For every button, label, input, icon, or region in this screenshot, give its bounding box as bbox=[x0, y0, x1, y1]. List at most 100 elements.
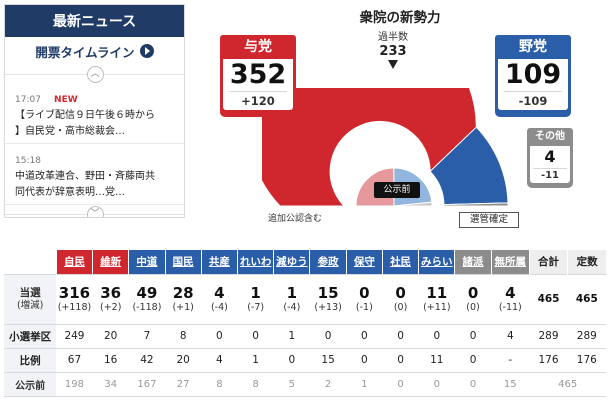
majority-value: 233 bbox=[379, 44, 407, 59]
news-headline-line2[interactable]: 】自民党・高市総裁会… bbox=[15, 126, 125, 137]
confirmed-badge: 選管確定 bbox=[459, 212, 519, 228]
chevron-up-icon[interactable]: ︿ bbox=[86, 66, 104, 83]
other-seats-arc bbox=[443, 202, 509, 207]
ruling-bloc-change: +120 bbox=[229, 91, 287, 110]
table-cell: 0 bbox=[454, 323, 492, 348]
table-cell: 49 (-118) bbox=[128, 273, 166, 324]
table-cell: 4 bbox=[201, 347, 238, 372]
total-header: 合計 bbox=[528, 250, 568, 274]
table-cell: 4 (-11) bbox=[491, 273, 530, 324]
table-cell: 0 bbox=[418, 371, 455, 397]
row-label-district: 小選挙区 bbox=[4, 323, 57, 348]
news-headline-line2[interactable]: 同代表が辞意表明…党… bbox=[15, 187, 125, 198]
other-bloc-name: その他 bbox=[527, 128, 573, 146]
chevron-down-icon[interactable]: ﹀ bbox=[86, 206, 104, 217]
news-item[interactable]: 15:18 中道改革連合、野田・斉藤両共 同代表が辞意表明…党… bbox=[5, 144, 184, 205]
ruling-bloc-body: 352 +120 bbox=[223, 59, 293, 110]
party-header[interactable]: 共産 bbox=[200, 250, 238, 274]
table-cell: 7 bbox=[128, 323, 166, 348]
play-circle-icon[interactable] bbox=[139, 44, 154, 58]
table-cell: 0 (0) bbox=[454, 273, 492, 324]
table-cell: 0 bbox=[382, 323, 419, 348]
table-cell: 8 bbox=[201, 371, 238, 397]
other-bloc-card: その他 4 -11 bbox=[527, 128, 573, 188]
table-cell: 4 (-4) bbox=[201, 273, 238, 324]
other-bloc-body: 4 -11 bbox=[530, 146, 570, 183]
table-cell: 0 bbox=[273, 347, 310, 372]
table-cell: 11 (+11) bbox=[418, 273, 455, 324]
table-cell: 316 (+118) bbox=[56, 273, 93, 324]
capacity-cell: 176 bbox=[567, 347, 606, 372]
table-cell: 0 bbox=[346, 347, 383, 372]
party-header[interactable]: 無所属 bbox=[490, 250, 530, 274]
row-label-pre-election: 公示前 bbox=[4, 371, 57, 397]
table-cell: 0 (0) bbox=[382, 273, 419, 324]
table-row-district: 小選挙区 249 20 7 8 0 0 1 0 0 0 0 0 4 289 28… bbox=[4, 323, 606, 348]
table-cell: 8 bbox=[237, 371, 274, 397]
total-cell: 465 bbox=[529, 371, 606, 397]
table-row-pr: 比例 67 16 42 20 4 1 0 15 0 0 11 0 - 176 1… bbox=[4, 347, 606, 372]
table-cell: 42 bbox=[128, 347, 166, 372]
majority-marker: 過半数 233 bbox=[343, 32, 443, 69]
ruling-bloc-card: 与党 352 +120 bbox=[220, 35, 296, 117]
party-header[interactable]: 維新 bbox=[92, 250, 129, 274]
row-label-sub: (増減) bbox=[16, 299, 44, 311]
timeline-link[interactable]: 開票タイムライン bbox=[5, 37, 184, 65]
party-header[interactable]: 中道 bbox=[128, 250, 166, 274]
table-cell: 4 bbox=[491, 323, 530, 348]
current-seats-arc bbox=[262, 88, 509, 207]
party-header[interactable]: 自民 bbox=[55, 250, 93, 274]
news-item[interactable]: 17:07 NEW 【ライブ配信９日午後６時から 】自民党・高市総裁会… bbox=[5, 83, 184, 144]
row-label-elected: 当選 (増減) bbox=[4, 273, 57, 324]
news-headline[interactable]: 中道改革連合、野田・斉藤両共 同代表が辞意表明…党… bbox=[15, 169, 174, 201]
total-cell: 289 bbox=[529, 323, 568, 348]
table-cell: 28 (+1) bbox=[165, 273, 202, 324]
table-cell: 2 bbox=[309, 371, 347, 397]
table-cell: 5 bbox=[273, 371, 310, 397]
other-pre-seats-arc bbox=[393, 201, 433, 207]
table-cell: 0 bbox=[309, 323, 347, 348]
table-cell: 0 bbox=[454, 347, 492, 372]
capacity-cell: 465 bbox=[567, 273, 606, 324]
party-header[interactable]: れいわ bbox=[237, 250, 274, 274]
table-cell: 20 bbox=[92, 323, 129, 348]
timeline-link-label[interactable]: 開票タイムライン bbox=[35, 44, 135, 60]
table-cell: 0 bbox=[418, 323, 455, 348]
opposition-bloc-body: 109 -109 bbox=[498, 59, 568, 110]
table-cell: 27 bbox=[165, 371, 202, 397]
news-headline-line1[interactable]: 中道改革連合、野田・斉藤両共 bbox=[15, 171, 155, 182]
news-headline-line1[interactable]: 【ライブ配信９日午後６時から bbox=[15, 110, 155, 121]
party-header[interactable]: 社民 bbox=[381, 250, 419, 274]
other-bloc-change: -11 bbox=[533, 168, 567, 183]
additional-endorsement-note: 追加公認含む bbox=[268, 214, 323, 224]
table-cell: 15 (+13) bbox=[309, 273, 347, 324]
news-headline[interactable]: 【ライブ配信９日午後６時から 】自民党・高市総裁会… bbox=[15, 108, 174, 140]
total-cell: 176 bbox=[529, 347, 568, 372]
party-header[interactable]: 減ゆう bbox=[273, 250, 310, 274]
ruling-bloc-name: 与党 bbox=[220, 35, 296, 59]
party-header[interactable]: 参政 bbox=[309, 250, 347, 274]
party-header[interactable]: 保守 bbox=[345, 250, 383, 274]
opposition-bloc-card: 野党 109 -109 bbox=[495, 35, 571, 117]
table-cell: 1 (-4) bbox=[273, 273, 310, 324]
table-cell: 1 bbox=[273, 323, 310, 348]
table-cell: 0 bbox=[382, 347, 419, 372]
opposition-bloc-change: -109 bbox=[504, 91, 562, 110]
news-scroll-down-row: ﹀ bbox=[5, 205, 184, 217]
party-header[interactable]: みらい bbox=[418, 250, 455, 274]
table-cell: - bbox=[491, 347, 530, 372]
ruling-seats-arc bbox=[262, 88, 477, 207]
total-cell: 465 bbox=[529, 273, 568, 324]
party-header[interactable]: 諸派 bbox=[454, 250, 492, 274]
table-cell: 0 (-1) bbox=[346, 273, 383, 324]
table-cell: 8 bbox=[165, 323, 202, 348]
majority-label: 過半数 bbox=[378, 32, 408, 43]
ruling-bloc-seats: 352 bbox=[229, 59, 287, 90]
table-cell: 15 bbox=[309, 347, 347, 372]
pre-election-button[interactable]: 公示前 bbox=[374, 182, 420, 198]
table-cell: 249 bbox=[56, 323, 93, 348]
news-scroll-up-row: ︿ bbox=[5, 65, 184, 83]
table-cell: 11 bbox=[418, 347, 455, 372]
row-label-pr: 比例 bbox=[4, 347, 57, 372]
party-header[interactable]: 国民 bbox=[164, 250, 202, 274]
